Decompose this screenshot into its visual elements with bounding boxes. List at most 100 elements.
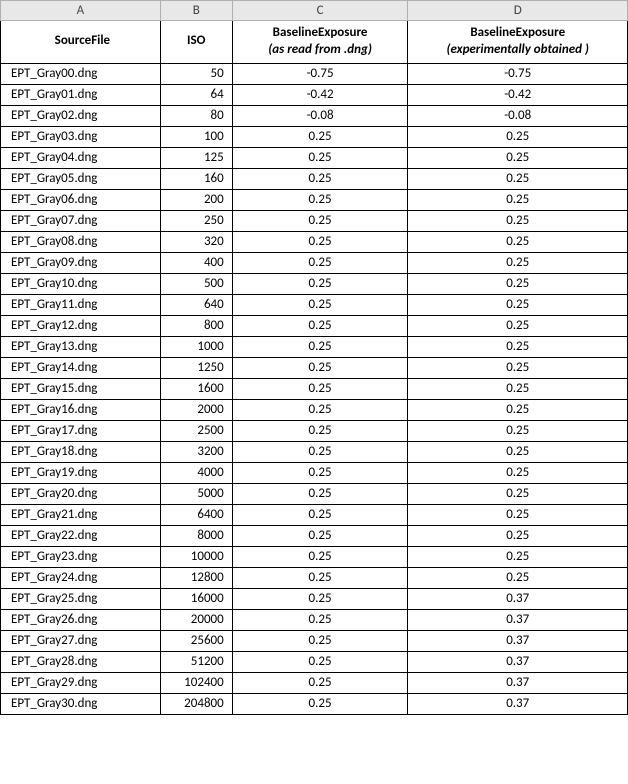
cell-sourcefile[interactable]: EPT_Gray20.dng xyxy=(1,483,161,504)
cell-baseline-exp[interactable]: 0.37 xyxy=(408,609,628,630)
col-letter-d[interactable]: D xyxy=(408,1,628,21)
cell-baseline-dng[interactable]: 0.25 xyxy=(232,252,408,273)
cell-baseline-dng[interactable]: 0.25 xyxy=(232,420,408,441)
cell-sourcefile[interactable]: EPT_Gray03.dng xyxy=(1,126,161,147)
cell-iso[interactable]: 51200 xyxy=(160,651,232,672)
cell-sourcefile[interactable]: EPT_Gray04.dng xyxy=(1,147,161,168)
cell-baseline-exp[interactable]: 0.25 xyxy=(408,525,628,546)
cell-sourcefile[interactable]: EPT_Gray16.dng xyxy=(1,399,161,420)
cell-sourcefile[interactable]: EPT_Gray15.dng xyxy=(1,378,161,399)
cell-sourcefile[interactable]: EPT_Gray13.dng xyxy=(1,336,161,357)
header-baseline-exp[interactable]: BaselineExposure (experimentally obtaine… xyxy=(408,21,628,64)
cell-sourcefile[interactable]: EPT_Gray14.dng xyxy=(1,357,161,378)
cell-baseline-exp[interactable]: 0.25 xyxy=(408,378,628,399)
cell-sourcefile[interactable]: EPT_Gray29.dng xyxy=(1,672,161,693)
cell-iso[interactable]: 50 xyxy=(160,63,232,84)
cell-iso[interactable]: 100 xyxy=(160,126,232,147)
cell-baseline-exp[interactable]: 0.25 xyxy=(408,462,628,483)
cell-baseline-exp[interactable]: 0.25 xyxy=(408,168,628,189)
cell-baseline-exp[interactable]: -0.08 xyxy=(408,105,628,126)
cell-baseline-dng[interactable]: 0.25 xyxy=(232,210,408,231)
cell-baseline-dng[interactable]: 0.25 xyxy=(232,231,408,252)
cell-iso[interactable]: 1000 xyxy=(160,336,232,357)
cell-iso[interactable]: 20000 xyxy=(160,609,232,630)
cell-baseline-dng[interactable]: 0.25 xyxy=(232,693,408,714)
col-letter-b[interactable]: B xyxy=(160,1,232,21)
cell-iso[interactable]: 3200 xyxy=(160,441,232,462)
cell-iso[interactable]: 5000 xyxy=(160,483,232,504)
cell-baseline-dng[interactable]: -0.42 xyxy=(232,84,408,105)
cell-sourcefile[interactable]: EPT_Gray06.dng xyxy=(1,189,161,210)
cell-iso[interactable]: 800 xyxy=(160,315,232,336)
cell-baseline-dng[interactable]: 0.25 xyxy=(232,588,408,609)
cell-iso[interactable]: 80 xyxy=(160,105,232,126)
cell-baseline-exp[interactable]: 0.25 xyxy=(408,189,628,210)
cell-baseline-dng[interactable]: 0.25 xyxy=(232,483,408,504)
cell-iso[interactable]: 102400 xyxy=(160,672,232,693)
cell-iso[interactable]: 125 xyxy=(160,147,232,168)
cell-baseline-exp[interactable]: 0.25 xyxy=(408,231,628,252)
cell-iso[interactable]: 1600 xyxy=(160,378,232,399)
cell-baseline-exp[interactable]: 0.25 xyxy=(408,441,628,462)
cell-iso[interactable]: 8000 xyxy=(160,525,232,546)
cell-baseline-dng[interactable]: 0.25 xyxy=(232,336,408,357)
cell-baseline-dng[interactable]: 0.25 xyxy=(232,462,408,483)
cell-sourcefile[interactable]: EPT_Gray08.dng xyxy=(1,231,161,252)
cell-baseline-exp[interactable]: 0.25 xyxy=(408,315,628,336)
cell-iso[interactable]: 64 xyxy=(160,84,232,105)
cell-iso[interactable]: 12800 xyxy=(160,567,232,588)
cell-sourcefile[interactable]: EPT_Gray27.dng xyxy=(1,630,161,651)
cell-sourcefile[interactable]: EPT_Gray00.dng xyxy=(1,63,161,84)
cell-baseline-exp[interactable]: -0.42 xyxy=(408,84,628,105)
cell-baseline-exp[interactable]: 0.25 xyxy=(408,420,628,441)
cell-sourcefile[interactable]: EPT_Gray10.dng xyxy=(1,273,161,294)
cell-iso[interactable]: 6400 xyxy=(160,504,232,525)
cell-baseline-exp[interactable]: 0.37 xyxy=(408,672,628,693)
cell-baseline-exp[interactable]: 0.25 xyxy=(408,147,628,168)
cell-baseline-dng[interactable]: 0.25 xyxy=(232,168,408,189)
cell-baseline-exp[interactable]: 0.25 xyxy=(408,126,628,147)
cell-sourcefile[interactable]: EPT_Gray09.dng xyxy=(1,252,161,273)
cell-sourcefile[interactable]: EPT_Gray25.dng xyxy=(1,588,161,609)
cell-baseline-exp[interactable]: 0.25 xyxy=(408,210,628,231)
cell-baseline-exp[interactable]: 0.25 xyxy=(408,294,628,315)
cell-baseline-dng[interactable]: 0.25 xyxy=(232,357,408,378)
col-letter-a[interactable]: A xyxy=(1,1,161,21)
cell-baseline-dng[interactable]: 0.25 xyxy=(232,273,408,294)
cell-baseline-exp[interactable]: 0.37 xyxy=(408,630,628,651)
cell-baseline-dng[interactable]: 0.25 xyxy=(232,294,408,315)
cell-baseline-dng[interactable]: 0.25 xyxy=(232,189,408,210)
cell-sourcefile[interactable]: EPT_Gray22.dng xyxy=(1,525,161,546)
cell-baseline-dng[interactable]: 0.25 xyxy=(232,147,408,168)
cell-baseline-dng[interactable]: 0.25 xyxy=(232,525,408,546)
cell-baseline-exp[interactable]: 0.25 xyxy=(408,336,628,357)
cell-baseline-exp[interactable]: 0.25 xyxy=(408,399,628,420)
cell-iso[interactable]: 400 xyxy=(160,252,232,273)
cell-baseline-exp[interactable]: 0.25 xyxy=(408,252,628,273)
cell-iso[interactable]: 204800 xyxy=(160,693,232,714)
cell-baseline-exp[interactable]: 0.25 xyxy=(408,357,628,378)
cell-baseline-dng[interactable]: 0.25 xyxy=(232,378,408,399)
cell-sourcefile[interactable]: EPT_Gray07.dng xyxy=(1,210,161,231)
cell-sourcefile[interactable]: EPT_Gray02.dng xyxy=(1,105,161,126)
cell-sourcefile[interactable]: EPT_Gray28.dng xyxy=(1,651,161,672)
cell-iso[interactable]: 25600 xyxy=(160,630,232,651)
cell-iso[interactable]: 16000 xyxy=(160,588,232,609)
cell-sourcefile[interactable]: EPT_Gray23.dng xyxy=(1,546,161,567)
cell-sourcefile[interactable]: EPT_Gray17.dng xyxy=(1,420,161,441)
cell-baseline-dng[interactable]: 0.25 xyxy=(232,504,408,525)
cell-baseline-dng[interactable]: 0.25 xyxy=(232,546,408,567)
cell-baseline-dng[interactable]: 0.25 xyxy=(232,315,408,336)
cell-sourcefile[interactable]: EPT_Gray01.dng xyxy=(1,84,161,105)
cell-sourcefile[interactable]: EPT_Gray18.dng xyxy=(1,441,161,462)
cell-iso[interactable]: 2000 xyxy=(160,399,232,420)
cell-sourcefile[interactable]: EPT_Gray11.dng xyxy=(1,294,161,315)
cell-iso[interactable]: 1250 xyxy=(160,357,232,378)
cell-baseline-exp[interactable]: 0.37 xyxy=(408,651,628,672)
cell-iso[interactable]: 2500 xyxy=(160,420,232,441)
cell-baseline-exp[interactable]: 0.25 xyxy=(408,483,628,504)
cell-iso[interactable]: 640 xyxy=(160,294,232,315)
cell-baseline-exp[interactable]: -0.75 xyxy=(408,63,628,84)
cell-iso[interactable]: 320 xyxy=(160,231,232,252)
cell-baseline-dng[interactable]: 0.25 xyxy=(232,609,408,630)
